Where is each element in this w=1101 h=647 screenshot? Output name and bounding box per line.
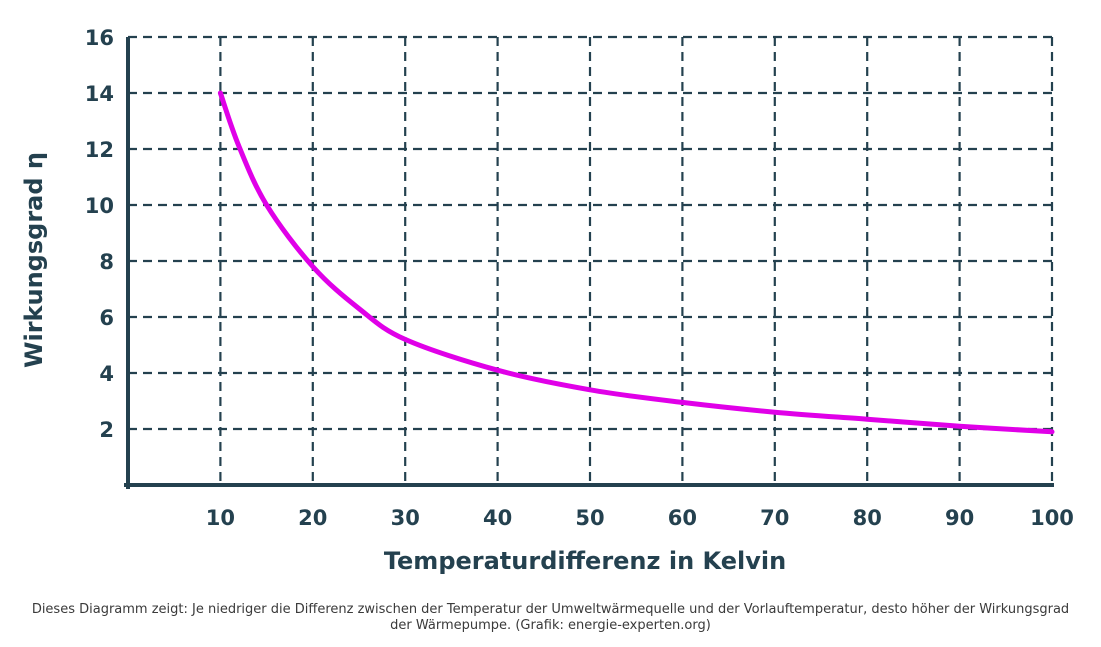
y-tick-label: 4 <box>99 362 114 386</box>
tick-labels: 2 4 6 8 10 12 14 16 10 20 30 40 50 60 70 80 90 100 <box>85 26 1074 530</box>
y-tick-label: 14 <box>85 82 114 106</box>
x-tick-label: 80 <box>853 506 882 530</box>
y-tick-label: 2 <box>99 418 114 442</box>
y-tick-label: 10 <box>85 194 114 218</box>
series-layer <box>217 90 1055 435</box>
y-tick-label: 6 <box>99 306 114 330</box>
y-axis-title: Wirkungsgrad η <box>20 152 48 368</box>
efficiency-chart: 2 4 6 8 10 12 14 16 10 20 30 40 50 60 70 80 90 100 Temper… <box>20 26 1074 575</box>
axes <box>124 37 1054 489</box>
x-tick-label: 20 <box>298 506 327 530</box>
x-tick-label: 100 <box>1030 506 1074 530</box>
y-tick-label: 8 <box>99 250 114 274</box>
x-tick-label: 50 <box>575 506 604 530</box>
x-tick-label: 70 <box>760 506 789 530</box>
x-tick-label: 40 <box>483 506 512 530</box>
x-tick-label: 60 <box>668 506 697 530</box>
grid-lines <box>128 35 1054 485</box>
x-axis-title: Temperaturdifferenz in Kelvin <box>384 547 786 575</box>
y-tick-label: 16 <box>85 26 114 50</box>
x-tick-label: 10 <box>206 506 235 530</box>
y-tick-label: 12 <box>85 138 114 162</box>
efficiency-curve <box>217 90 1055 435</box>
x-tick-label: 30 <box>391 506 420 530</box>
chart-caption: Dieses Diagramm zeigt: Je niedriger die … <box>31 602 1070 633</box>
x-tick-label: 90 <box>945 506 974 530</box>
